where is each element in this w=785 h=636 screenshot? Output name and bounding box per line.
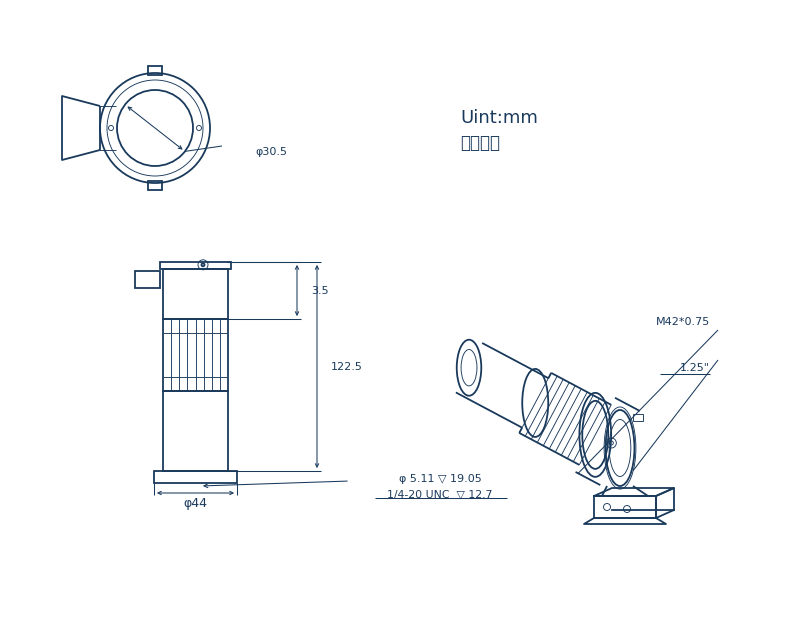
Bar (160, 262, 231, 269)
Text: Uint:mm: Uint:mm (460, 109, 538, 127)
Text: φ44: φ44 (183, 497, 207, 511)
Text: 单位毫米: 单位毫米 (460, 134, 500, 152)
Text: φ 5.11 ▽ 19.05: φ 5.11 ▽ 19.05 (399, 474, 481, 484)
Bar (148, 181, 162, 190)
Text: 122.5: 122.5 (331, 361, 363, 371)
Bar (148, 66, 162, 75)
Bar (163, 391, 228, 471)
Bar (154, 471, 237, 483)
Bar (135, 271, 160, 288)
Bar (163, 319, 228, 391)
Text: 1.25": 1.25" (680, 363, 710, 373)
Text: M42*0.75: M42*0.75 (655, 317, 710, 327)
Text: φ30.5: φ30.5 (255, 147, 287, 157)
Text: 3.5: 3.5 (311, 286, 329, 296)
Bar (163, 269, 228, 319)
Text: 1/4-20 UNC  ▽ 12.7: 1/4-20 UNC ▽ 12.7 (387, 489, 493, 499)
Bar (633, 415, 643, 422)
